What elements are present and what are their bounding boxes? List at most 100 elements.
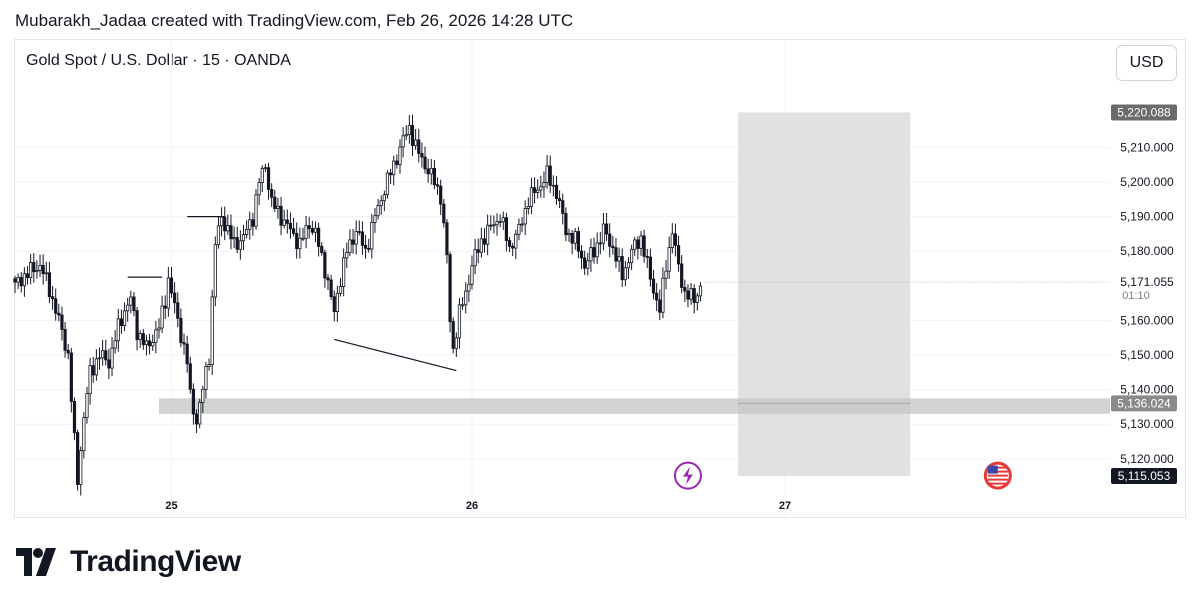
candle-body xyxy=(113,340,117,349)
candle-body xyxy=(576,231,581,252)
candle-body xyxy=(245,228,249,235)
candle-body xyxy=(558,198,562,202)
candle-body xyxy=(420,153,424,158)
candle-body xyxy=(198,401,202,425)
candle-body xyxy=(160,305,164,329)
candle-body xyxy=(326,277,330,281)
candle-body xyxy=(589,247,593,262)
brand-footer: TradingView xyxy=(16,545,241,579)
candle-body xyxy=(248,219,252,230)
candle-body xyxy=(129,296,133,306)
candle-body xyxy=(16,277,20,283)
candle-body xyxy=(551,184,555,187)
support-zone-layer xyxy=(158,398,1111,414)
candle-body xyxy=(410,124,415,146)
candle-body xyxy=(104,350,108,361)
candle-body xyxy=(683,287,687,292)
candle-body xyxy=(457,304,462,339)
candle-body xyxy=(586,260,590,269)
candle-body xyxy=(670,233,674,248)
candle-body xyxy=(304,225,308,239)
candle-body xyxy=(176,302,180,319)
candle-body xyxy=(19,277,23,287)
candle-body xyxy=(313,227,318,233)
candle-body xyxy=(226,225,230,232)
candle-body xyxy=(520,223,524,226)
candle-body xyxy=(601,223,606,244)
candle-body xyxy=(495,221,499,226)
candle-body xyxy=(395,160,399,165)
candle-body xyxy=(676,245,681,265)
candle-body xyxy=(82,417,86,452)
candle-body xyxy=(251,219,255,227)
candle-body xyxy=(517,223,521,235)
candle-body xyxy=(182,342,186,345)
candle-body xyxy=(539,186,543,191)
candle-body xyxy=(288,222,293,230)
candle-body xyxy=(392,160,396,176)
candle-body xyxy=(273,196,277,209)
candle-body xyxy=(85,393,89,419)
candle-body xyxy=(404,134,408,137)
candle-body xyxy=(504,217,509,241)
candle-body xyxy=(529,187,534,207)
candle-body xyxy=(54,298,58,314)
candle-body xyxy=(135,310,139,340)
candle-body xyxy=(661,277,665,313)
candle-body xyxy=(60,314,64,330)
candle-body xyxy=(29,262,33,279)
candle-body xyxy=(489,224,493,227)
price-axis: 5,210.000 5,200.000 5,190.000 5,180.000 5,16… xyxy=(1111,104,1177,484)
candle-body xyxy=(329,279,333,298)
candle-body xyxy=(573,231,577,244)
candle-body xyxy=(564,213,568,236)
candle-body xyxy=(163,305,167,309)
candle-body xyxy=(608,233,612,247)
candle-body xyxy=(448,254,452,323)
candle-body xyxy=(451,321,455,349)
trendlines-layer xyxy=(127,215,1110,372)
candle-body xyxy=(126,304,130,312)
candle-body xyxy=(382,194,386,202)
candle-body xyxy=(169,277,174,294)
candle-body xyxy=(41,264,45,275)
currency-button[interactable]: USD xyxy=(1116,45,1177,81)
candle-body xyxy=(38,264,42,271)
candle-body xyxy=(583,257,587,269)
candle-body xyxy=(47,272,52,298)
candle-body xyxy=(151,342,155,347)
candle-body xyxy=(398,146,402,165)
candle-body xyxy=(686,290,690,300)
candle-body xyxy=(91,365,95,376)
candle-body xyxy=(379,200,383,206)
candle-body xyxy=(213,244,217,298)
candle-body xyxy=(317,227,321,247)
candle-body xyxy=(445,222,449,256)
candle-body xyxy=(191,388,196,415)
candle-body xyxy=(201,388,205,403)
candle-body xyxy=(388,172,393,176)
candle-body xyxy=(414,139,418,146)
candle-body xyxy=(154,329,158,344)
us-flag-stripe xyxy=(987,478,1008,481)
candle-body xyxy=(57,312,61,316)
candle-body xyxy=(138,333,142,340)
candle-body xyxy=(570,232,574,244)
candle-body xyxy=(479,238,483,253)
price-tag-box xyxy=(1111,395,1177,412)
candle-body xyxy=(486,224,490,245)
candle-body xyxy=(22,273,26,287)
candle-body xyxy=(342,257,346,287)
candle-body xyxy=(345,252,349,259)
candle-body xyxy=(617,256,621,262)
candle-body xyxy=(185,343,189,365)
candle-body xyxy=(110,347,114,369)
candle-body xyxy=(536,189,540,193)
candle-body xyxy=(279,205,283,226)
candle-body xyxy=(270,189,274,198)
candle-body xyxy=(620,256,624,281)
price-tag-box xyxy=(1111,104,1177,121)
candle-body xyxy=(633,239,637,250)
candle-body xyxy=(194,413,199,425)
